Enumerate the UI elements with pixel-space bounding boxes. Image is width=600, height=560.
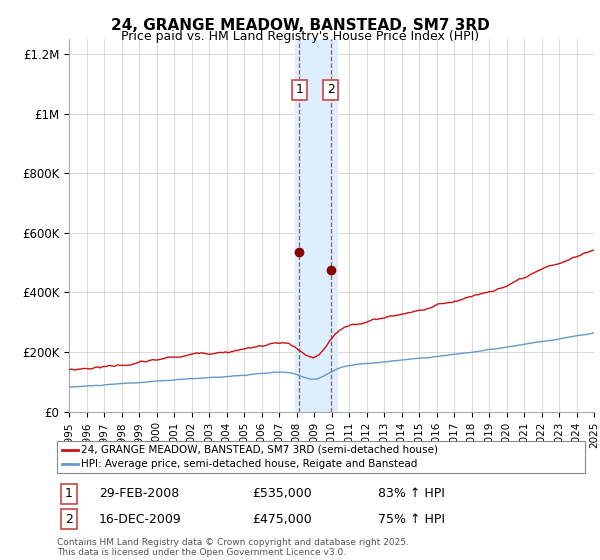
Text: 2: 2 (65, 512, 73, 526)
Text: 1: 1 (295, 83, 304, 96)
Text: 1: 1 (65, 487, 73, 501)
Text: 29-FEB-2008: 29-FEB-2008 (99, 487, 179, 501)
Text: 16-DEC-2009: 16-DEC-2009 (99, 512, 182, 526)
Text: Price paid vs. HM Land Registry's House Price Index (HPI): Price paid vs. HM Land Registry's House … (121, 30, 479, 43)
Text: Contains HM Land Registry data © Crown copyright and database right 2025.
This d: Contains HM Land Registry data © Crown c… (57, 538, 409, 557)
Text: 24, GRANGE MEADOW, BANSTEAD, SM7 3RD: 24, GRANGE MEADOW, BANSTEAD, SM7 3RD (110, 18, 490, 33)
Bar (295, 39, 337, 412)
Text: £475,000: £475,000 (252, 512, 312, 526)
Text: 24, GRANGE MEADOW, BANSTEAD, SM7 3RD (semi-detached house): 24, GRANGE MEADOW, BANSTEAD, SM7 3RD (se… (81, 445, 438, 455)
Text: 75% ↑ HPI: 75% ↑ HPI (378, 512, 445, 526)
Text: 2: 2 (327, 83, 335, 96)
Text: 83% ↑ HPI: 83% ↑ HPI (378, 487, 445, 501)
Text: HPI: Average price, semi-detached house, Reigate and Banstead: HPI: Average price, semi-detached house,… (81, 459, 418, 469)
Text: £535,000: £535,000 (252, 487, 312, 501)
